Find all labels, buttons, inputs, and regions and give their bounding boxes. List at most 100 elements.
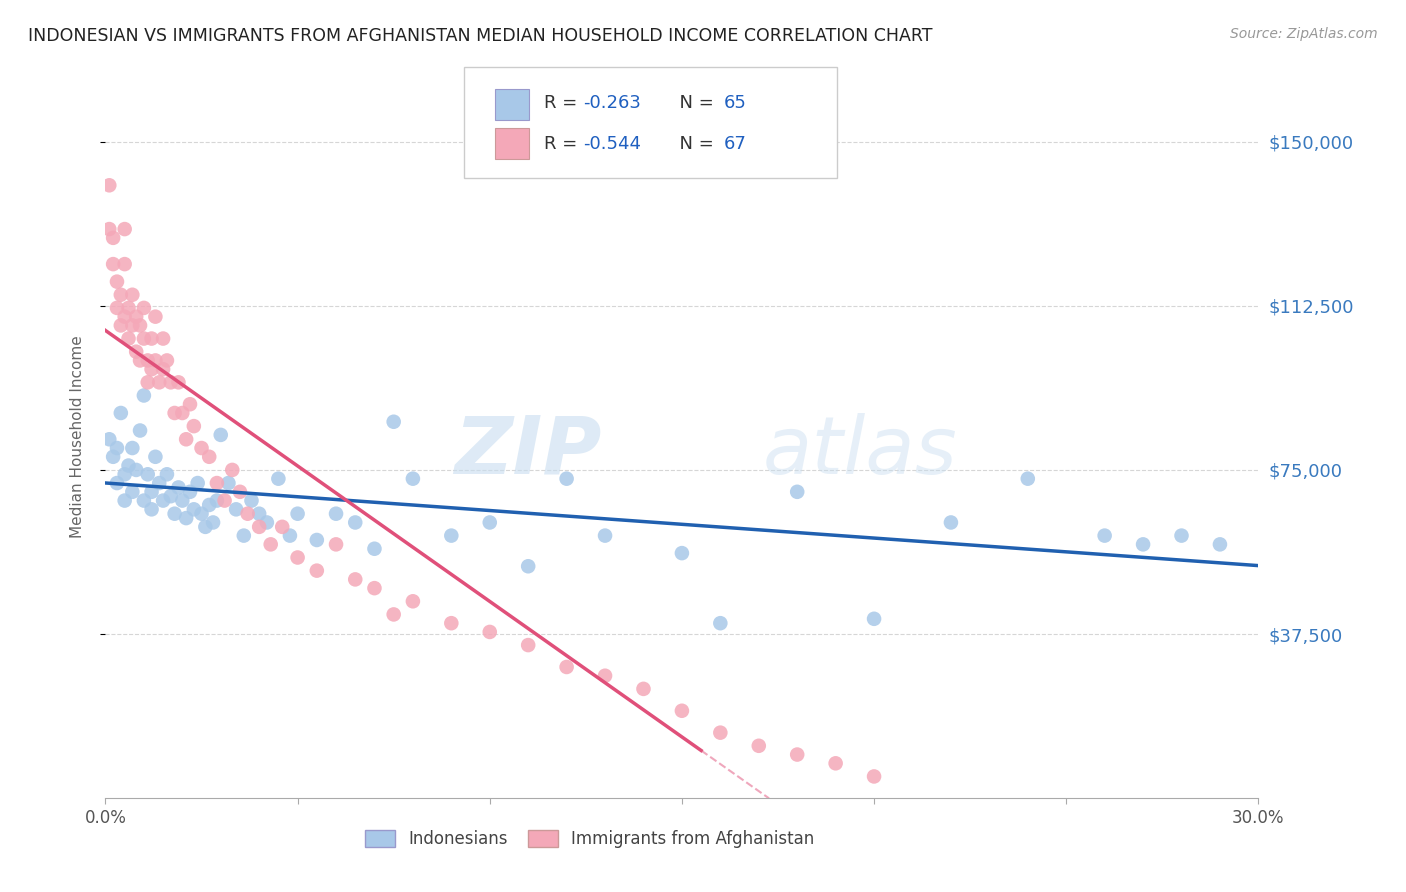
Point (267, 472, 290, 486)
Point (174, 432, 197, 446)
Point (110, 318, 132, 333)
Point (1094, 528, 1116, 542)
Point (709, 616, 731, 631)
Point (152, 493, 174, 508)
Point (132, 493, 155, 508)
Point (221, 463, 243, 477)
Point (709, 725, 731, 739)
Point (121, 318, 143, 333)
Point (136, 467, 159, 482)
Point (325, 507, 347, 521)
Point (129, 353, 152, 368)
Point (145, 450, 167, 464)
Point (167, 376, 190, 390)
Point (132, 388, 155, 402)
Point (105, 441, 128, 455)
Point (187, 476, 209, 491)
Point (240, 493, 263, 508)
Point (114, 310, 136, 324)
Point (325, 537, 347, 551)
Text: N =: N = (668, 95, 720, 112)
Point (236, 507, 259, 521)
Point (121, 484, 143, 499)
Point (232, 528, 254, 542)
Point (247, 520, 270, 534)
Point (517, 638, 540, 652)
Point (478, 624, 501, 639)
Point (141, 362, 163, 376)
Text: ZIP: ZIP (454, 412, 602, 491)
Point (287, 550, 309, 565)
Point (209, 428, 232, 442)
Point (156, 353, 179, 368)
Text: atlas: atlas (762, 412, 957, 491)
Point (98, 432, 121, 446)
Point (179, 484, 201, 499)
Point (114, 493, 136, 508)
Point (101, 231, 124, 245)
Point (247, 507, 270, 521)
Point (179, 397, 201, 411)
Point (121, 287, 143, 301)
Point (114, 257, 136, 271)
Point (152, 332, 174, 346)
Legend: Indonesians, Immigrants from Afghanistan: Indonesians, Immigrants from Afghanistan (359, 823, 821, 855)
Point (172, 406, 194, 420)
Point (129, 318, 152, 333)
Point (98, 178, 121, 193)
Point (148, 376, 170, 390)
Point (110, 406, 132, 420)
Point (214, 493, 236, 508)
Point (190, 507, 212, 521)
Text: Source: ZipAtlas.com: Source: ZipAtlas.com (1230, 27, 1378, 41)
Point (1132, 537, 1154, 551)
Point (260, 537, 283, 551)
Point (229, 484, 252, 499)
Text: N =: N = (668, 135, 720, 153)
Point (117, 458, 139, 473)
Text: -0.263: -0.263 (583, 95, 641, 112)
Text: -0.544: -0.544 (583, 135, 641, 153)
Point (786, 747, 808, 762)
Point (125, 463, 148, 477)
Point (172, 493, 194, 508)
Point (205, 476, 228, 491)
Point (1209, 537, 1232, 551)
Point (114, 467, 136, 482)
Point (163, 507, 186, 521)
Point (939, 516, 962, 530)
Point (1170, 528, 1192, 542)
Point (156, 467, 179, 482)
Point (363, 541, 385, 556)
Point (344, 516, 367, 530)
Point (110, 287, 132, 301)
Point (101, 257, 124, 271)
Point (125, 344, 148, 359)
Point (402, 472, 425, 486)
Point (217, 476, 239, 491)
Point (863, 769, 886, 783)
Point (145, 353, 167, 368)
Point (593, 528, 616, 542)
Point (141, 484, 163, 499)
Point (593, 669, 616, 683)
Point (440, 616, 463, 631)
Point (159, 489, 181, 503)
Point (148, 476, 170, 491)
Point (174, 511, 197, 525)
Point (305, 533, 328, 547)
Point (117, 301, 139, 315)
Point (748, 739, 770, 753)
Text: 65: 65 (724, 95, 747, 112)
Point (183, 419, 205, 434)
Point (163, 406, 186, 420)
Point (633, 681, 655, 696)
Point (132, 332, 155, 346)
Point (256, 516, 278, 530)
Point (136, 376, 159, 390)
Point (136, 353, 159, 368)
Point (98, 222, 121, 236)
Text: INDONESIAN VS IMMIGRANTS FROM AFGHANISTAN MEDIAN HOUSEHOLD INCOME CORRELATION CH: INDONESIAN VS IMMIGRANTS FROM AFGHANISTA… (28, 27, 932, 45)
Point (145, 310, 167, 324)
Point (671, 704, 693, 718)
